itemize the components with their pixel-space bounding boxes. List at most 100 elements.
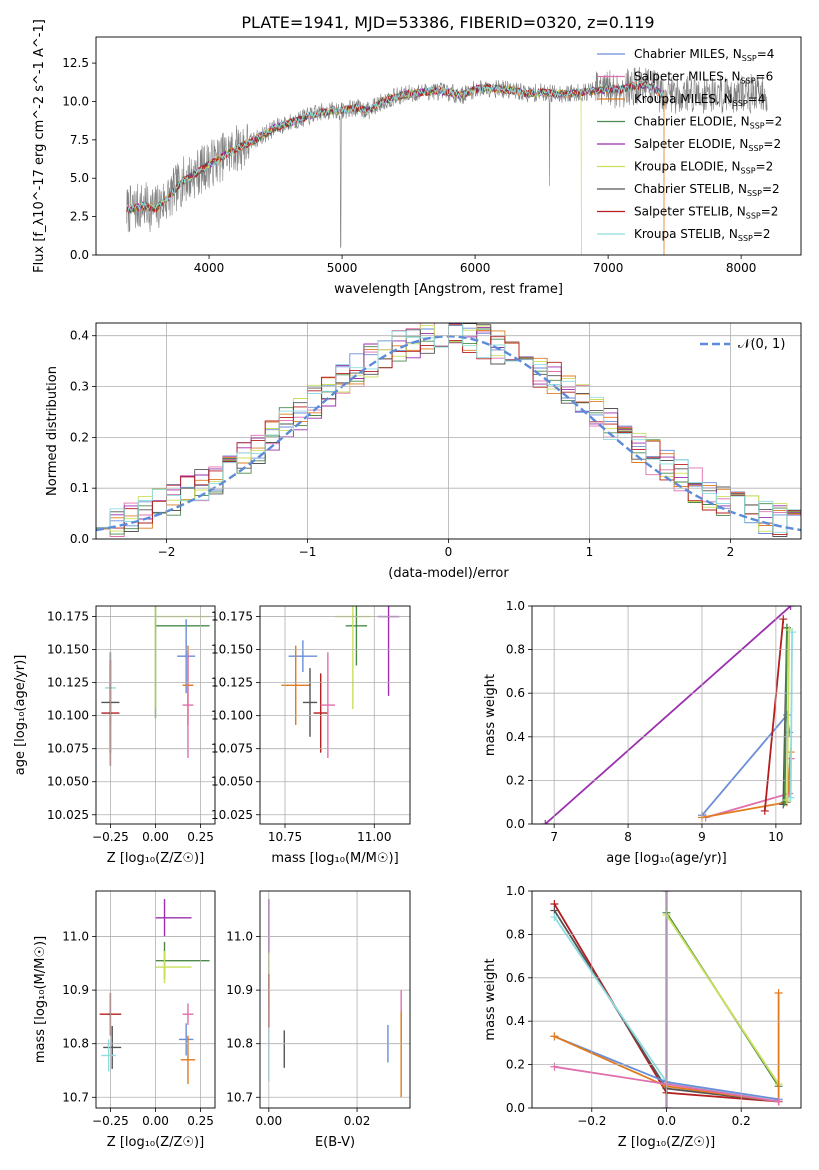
y-tick-label: 10.050 (47, 775, 89, 789)
panel-6: −0.25 0.00 0.25 10.7 10.8 10.9 11.0 Z [log₁₀(Z/… (33, 890, 216, 1150)
y-tick-label: 10.175 (47, 610, 89, 624)
x-tick-label: 7 (550, 830, 558, 844)
y-tick-label: 10.075 (47, 742, 89, 756)
series-marker (774, 988, 783, 997)
legend: Chabrier MILES, NSSP=4 Salpeter MILES, NS… (597, 47, 782, 243)
x-tick-label: −0.25 (92, 830, 129, 844)
y-tick-label: 0.2 (506, 1058, 525, 1072)
x-tick-label: −0.25 (92, 1114, 129, 1128)
x-tick-label: 4000 (194, 261, 225, 275)
y-tick-label: 10.0 (62, 94, 89, 108)
y-tick-label: 10.150 (47, 643, 89, 657)
y-axis-label: Flux [f_λ10^-17 erg cm^-2 s^-1 A^-1] (32, 19, 47, 273)
panel-7: 0.00 0.02 10.7 10.8 10.9 11.0 E(B-V) (226, 890, 411, 1150)
x-axis-label: age [log₁₀(age/yr)] (606, 851, 727, 866)
x-tick-label: 9 (698, 830, 706, 844)
series-marker (786, 606, 795, 610)
y-tick-label: 10.025 (211, 808, 253, 822)
series-line-8 (786, 629, 791, 801)
legend-entry: Chabrier MILES, NSSP=4 (634, 47, 774, 63)
y-tick-label: 0.2 (70, 430, 89, 444)
series-line-5 (763, 619, 785, 811)
figure-title: PLATE=1941, MJD=53386, FIBERID=0320, z=0… (241, 13, 654, 32)
x-axis-label: Z [log₁₀(Z/Z☉)] (618, 1135, 715, 1150)
x-tick-label: 6000 (460, 261, 491, 275)
panel-2: −2 −1 0 1 2 0.0 0.1 0.2 0.3 0.4 (data-model)/error… (45, 322, 802, 581)
y-tick-label: 10.9 (62, 983, 89, 997)
x-tick-label: 10.75 (268, 830, 302, 844)
observed-spectrum-line (126, 66, 768, 248)
y-tick-label: 10.175 (211, 610, 253, 624)
axes-frame (95, 890, 216, 1109)
legend-entry: Kroupa MILES, NSSP=4 (634, 92, 765, 108)
x-axis-label: wavelength [Angstrom, rest frame] (334, 282, 563, 297)
y-axis-label: mass [log₁₀(M/M☉)] (33, 936, 48, 1063)
x-tick-label: 10 (768, 830, 783, 844)
y-tick-label: 0.3 (70, 380, 89, 394)
y-tick-label: 10.125 (211, 676, 253, 690)
series-line-6 (665, 914, 780, 1085)
axes-frame (531, 890, 802, 1109)
x-tick-label: 0.00 (255, 1114, 282, 1128)
x-axis-label: E(B-V) (315, 1135, 355, 1150)
plot-area-1 (126, 66, 768, 255)
y-tick-label: 0.0 (506, 817, 525, 831)
y-tick-label: 10.150 (211, 643, 253, 657)
legend-entry: Chabrier STELIB, NSSP=2 (634, 182, 780, 198)
x-tick-label: 0.00 (142, 1114, 169, 1128)
axes-frame (259, 890, 411, 1109)
x-tick-label: 0.0 (657, 1114, 676, 1128)
series-marker (760, 806, 769, 815)
series-marker (550, 1062, 559, 1071)
y-tick-label: 1.0 (506, 884, 525, 898)
y-tick-label: 0.2 (506, 773, 525, 787)
x-tick-label: 0.00 (142, 830, 169, 844)
y-tick-label: 10.7 (62, 1090, 89, 1104)
x-tick-label: 0.25 (187, 1114, 214, 1128)
legend: 𝒩(0, 1) (700, 337, 785, 352)
x-tick-label: −2 (158, 545, 176, 559)
series-marker (541, 820, 550, 824)
y-tick-label: 12.5 (62, 56, 89, 70)
series-marker (788, 628, 797, 637)
y-tick-label: 10.125 (47, 676, 89, 690)
axes-frame (95, 605, 216, 825)
y-tick-label: 0.8 (506, 927, 525, 941)
y-tick-label: 0.8 (506, 643, 525, 657)
y-tick-label: 10.8 (226, 1037, 253, 1051)
x-tick-label: 0.02 (344, 1114, 371, 1128)
y-tick-label: 0.4 (70, 329, 89, 343)
y-tick-label: 11.0 (226, 930, 253, 944)
x-tick-label: 7000 (593, 261, 624, 275)
y-tick-label: 5.0 (70, 171, 89, 185)
x-axis-label: (data-model)/error (388, 566, 509, 581)
legend-entry: Salpeter MILES, NSSP=6 (634, 70, 773, 86)
x-tick-label: −1 (299, 545, 317, 559)
x-axis-label: Z [log₁₀(Z/Z☉)] (107, 851, 204, 866)
model-line-9 (126, 81, 665, 215)
y-tick-label: 10.7 (226, 1090, 253, 1104)
series-marker (550, 913, 559, 922)
plot-area-6 (99, 899, 210, 1084)
legend-entry: Salpeter STELIB, NSSP=2 (634, 205, 778, 221)
y-axis-label: Normed distribution (45, 366, 60, 496)
y-tick-label: 11.0 (62, 930, 89, 944)
y-tick-label: 0.0 (70, 248, 89, 262)
y-tick-label: 10.100 (47, 709, 89, 723)
series-line-8 (554, 993, 780, 1103)
series-line-9 (789, 632, 793, 798)
x-tick-label: 0.25 (187, 830, 214, 844)
x-tick-label: 0 (445, 545, 453, 559)
y-tick-label: 10.9 (226, 983, 253, 997)
panel-3: −0.25 0.00 0.25 10.025 10.050 10.075 10.100 10.… (13, 605, 216, 866)
y-tick-label: 10.8 (62, 1037, 89, 1051)
series-marker (779, 615, 788, 624)
y-tick-label: 10.075 (211, 742, 253, 756)
panels: 4000 5000 6000 7000 80000.02.55.07.510.012.5… (13, 19, 802, 1150)
y-tick-label: 0.6 (506, 686, 525, 700)
axes-frame (531, 605, 802, 825)
axes-frame (95, 36, 802, 256)
x-tick-label: 11.00 (357, 830, 391, 844)
y-axis-label: mass weight (483, 674, 498, 756)
